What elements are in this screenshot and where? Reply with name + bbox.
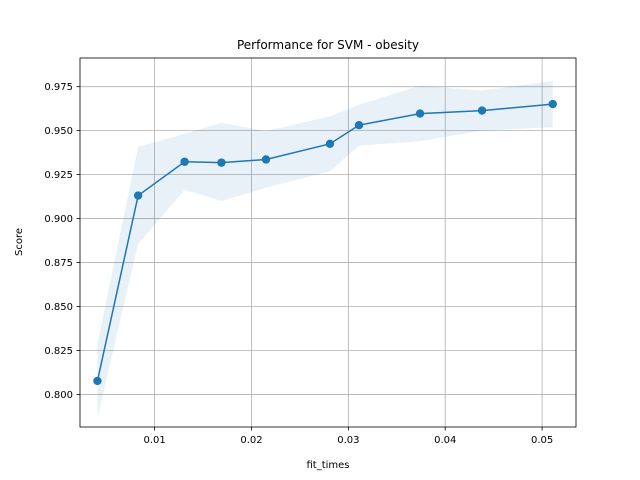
data-point [477, 106, 487, 115]
x-axis-label: fit_times [306, 460, 349, 471]
data-point [133, 191, 143, 200]
y-tick-label: 0.975 [44, 82, 73, 93]
data-point [180, 157, 189, 166]
chart-title: Performance for SVM - obesity [237, 38, 419, 52]
data-point [217, 158, 226, 167]
data-point [548, 99, 557, 109]
data-point [325, 139, 335, 149]
data-points [93, 99, 557, 386]
x-tick-label: 0.05 [531, 435, 553, 446]
x-tick-label: 0.03 [337, 435, 359, 446]
grid [80, 58, 576, 427]
score-std-band [97, 80, 553, 419]
y-tick-label: 0.825 [44, 346, 73, 357]
x-axis-ticks: 0.01 0.02 0.03 0.04 0.05 [143, 427, 553, 446]
x-tick-label: 0.04 [434, 435, 456, 446]
x-tick-label: 0.01 [143, 435, 165, 446]
score-line [96, 103, 553, 382]
plot-frame [79, 57, 577, 428]
y-tick-label: 0.800 [44, 390, 73, 401]
y-axis-label: Score [14, 228, 25, 256]
x-tick-label: 0.02 [240, 435, 262, 446]
data-point [354, 120, 364, 130]
y-tick-label: 0.950 [44, 126, 73, 137]
y-tick-label: 0.900 [44, 214, 73, 225]
y-tick-label: 0.875 [44, 258, 73, 269]
data-point [415, 109, 425, 118]
y-tick-label: 0.925 [44, 170, 73, 181]
data-point [93, 376, 102, 386]
data-point [261, 155, 271, 164]
y-axis-ticks: 0.800 0.825 0.850 0.875 0.900 0.925 0.950 0.975 [44, 82, 80, 401]
y-tick-label: 0.850 [44, 302, 73, 313]
